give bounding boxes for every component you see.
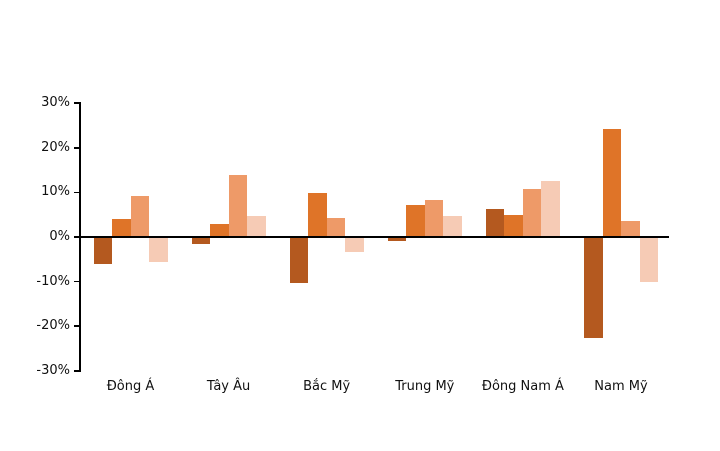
y-axis-label: 30%	[41, 95, 70, 111]
bar-2019-Nam Mỹ	[639, 237, 658, 283]
bar-2018-Đông Nam Á	[522, 188, 542, 237]
y-axis-tick	[74, 102, 80, 105]
bar-2017-Bắc Mỹ	[308, 193, 327, 237]
bar-2017-Nam Mỹ	[602, 128, 621, 237]
y-axis-tick	[74, 280, 80, 283]
y-axis-label: 0%	[49, 229, 70, 244]
x-axis-label: Bắc Mỹ	[303, 379, 351, 394]
bar-2016-Đông Nam Á	[485, 208, 505, 237]
bar-2018-Nam Mỹ	[621, 220, 640, 237]
bar-2018-Tây Âu	[228, 174, 248, 237]
x-axis-label: Đông Nam Á	[481, 379, 564, 394]
x-axis-label: Trung Mỹ	[395, 379, 455, 394]
bar-2019-Đông Nam Á	[541, 180, 560, 237]
bar-2018-Trung Mỹ	[424, 199, 444, 237]
bar-2016-Nam Mỹ	[584, 237, 603, 339]
bar-2019-Đông Á	[149, 237, 168, 262]
bar-2016-Trung Mỹ	[387, 237, 407, 241]
bar-2019-Bắc Mỹ	[345, 237, 364, 253]
y-axis-tick	[74, 325, 80, 328]
x-axis-label: Nam Mỹ	[594, 379, 648, 394]
y-axis-tick	[74, 191, 80, 194]
y-axis-label: -20%	[36, 318, 70, 334]
bar-2017-Đông Á	[112, 218, 131, 237]
bar-2017-Tây Âu	[210, 224, 229, 237]
y-axis-label: -10%	[36, 273, 70, 289]
x-axis-label: Đông Á	[106, 379, 155, 394]
y-axis-tick	[74, 369, 80, 372]
bar-2019-Tây Âu	[247, 215, 266, 237]
bar-2018-Bắc Mỹ	[326, 218, 346, 237]
y-axis-tick	[74, 146, 80, 149]
bar-2017-Đông Nam Á	[504, 214, 523, 237]
bar-2016-Bắc Mỹ	[289, 237, 309, 283]
bar-2016-Tây Âu	[191, 237, 211, 244]
y-axis-label: -30%	[36, 362, 70, 378]
y-axis-tick	[74, 236, 80, 238]
y-axis-label: 20%	[41, 139, 70, 155]
bar-2016-Đông Á	[93, 237, 112, 264]
bar-2018-Đông Á	[130, 195, 149, 237]
bar-2019-Trung Mỹ	[443, 215, 462, 237]
y-axis-label: 10%	[41, 184, 70, 200]
x-axis-label: Tây Âu	[206, 379, 251, 394]
bar-2017-Trung Mỹ	[406, 205, 425, 237]
zero-line	[80, 236, 669, 238]
